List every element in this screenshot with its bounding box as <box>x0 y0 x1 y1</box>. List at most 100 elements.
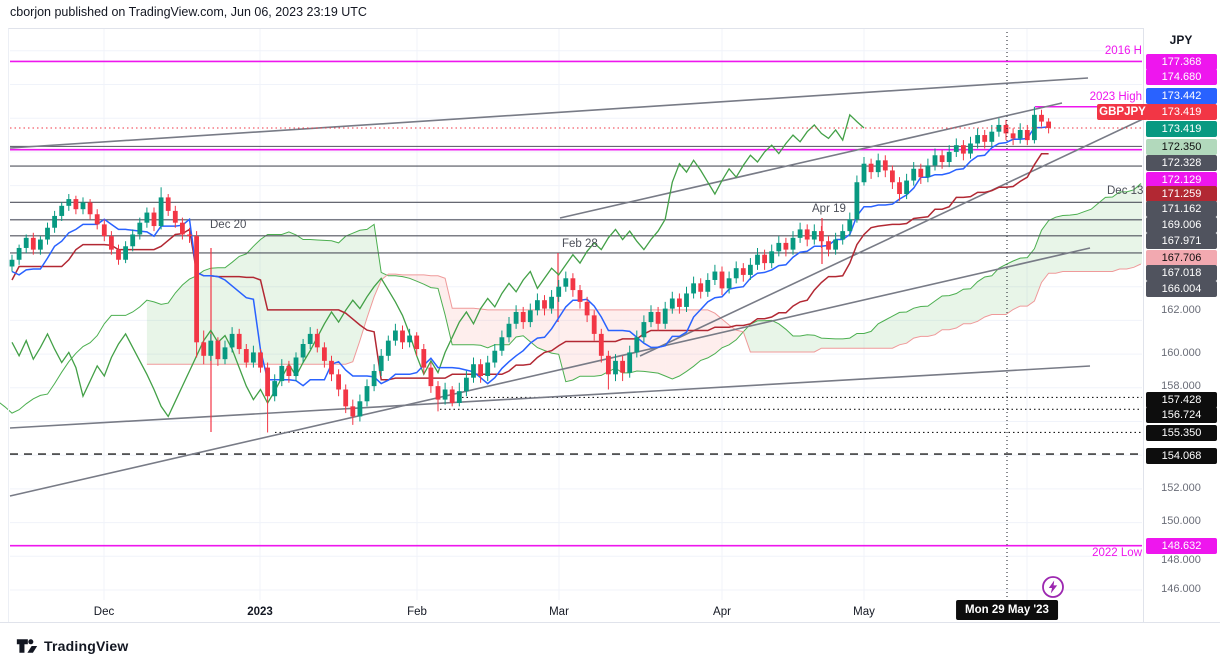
candle-body <box>840 231 846 240</box>
candle-body <box>251 352 256 363</box>
candle-body <box>868 163 874 173</box>
ichimoku-cloud <box>331 240 339 365</box>
price-badge: 167.018 <box>1146 265 1217 281</box>
candle-body <box>208 340 214 356</box>
ichimoku-cloud <box>700 309 708 361</box>
candle-body <box>833 239 838 250</box>
candle-body <box>137 222 143 235</box>
candle-body <box>1046 121 1051 128</box>
price-tick-label: 148.000 <box>1161 554 1201 566</box>
candle-body <box>797 229 803 238</box>
price-badge: 156.724 <box>1146 407 1217 423</box>
ichimoku-cloud <box>998 264 1006 315</box>
candle-body <box>414 335 420 350</box>
ichimoku-cloud <box>452 308 460 345</box>
ichimoku-cloud <box>182 279 190 365</box>
candle-body <box>336 374 341 390</box>
candle-body <box>236 333 242 350</box>
candle-body <box>790 237 796 250</box>
candle-body <box>606 355 611 375</box>
ichimoku-cloud <box>565 309 573 382</box>
candle-body <box>385 340 391 356</box>
events-button[interactable] <box>1041 575 1065 599</box>
candle-body <box>87 202 93 215</box>
candle-body <box>982 135 988 142</box>
publish-attribution: cborjon published on TradingView.com, Ju… <box>10 5 367 19</box>
price-tick-label: 158.000 <box>1161 380 1201 392</box>
candle-body <box>435 386 441 400</box>
ichimoku-cloud <box>480 309 488 348</box>
candle-body <box>378 355 384 371</box>
ichimoku-cloud <box>821 338 829 349</box>
candle-body <box>66 199 72 206</box>
ichimoku-cloud <box>246 246 254 365</box>
ichimoku-cloud <box>1027 248 1035 307</box>
senkou-a-line <box>0 183 1142 414</box>
candle-body <box>733 268 739 279</box>
candle-body <box>116 249 121 260</box>
candle-body <box>648 311 654 323</box>
price-badge: 173.419 <box>1146 121 1217 137</box>
ichimoku-cloud <box>146 300 154 365</box>
ichimoku-cloud <box>487 309 495 348</box>
annotation-label: 2016 H <box>1104 45 1142 57</box>
ichimoku-cloud <box>856 333 864 349</box>
candle-body <box>471 364 476 378</box>
ichimoku-cloud <box>367 224 375 318</box>
ichimoku-cloud <box>878 319 886 349</box>
ichimoku-cloud <box>835 338 843 349</box>
senkou-b-line <box>146 263 1142 365</box>
price-badge: 174.680 <box>1146 69 1217 85</box>
ichimoku-cloud <box>1034 230 1042 302</box>
candle-body <box>620 360 625 373</box>
ichimoku-cloud <box>303 239 311 365</box>
time-tick-label: May <box>853 606 875 618</box>
ichimoku-cloud <box>161 303 169 365</box>
time-tick-label: 2023 <box>247 606 273 618</box>
candle-body <box>201 342 207 356</box>
price-badge: 167.706 <box>1146 250 1217 266</box>
ichimoku-cloud <box>445 278 453 345</box>
candle-body <box>215 340 221 360</box>
ichimoku-cloud <box>1140 183 1142 264</box>
ichimoku-cloud <box>338 236 346 365</box>
ichimoku-cloud <box>310 239 318 365</box>
candle-body <box>882 160 888 171</box>
candle-body <box>890 170 895 183</box>
price-badge: 157.428 <box>1146 392 1217 408</box>
candle-body <box>748 264 753 275</box>
candle-body <box>939 155 945 163</box>
price-badge: 167.971 <box>1146 233 1217 249</box>
ichimoku-cloud <box>743 324 751 353</box>
candle-body <box>925 165 931 178</box>
candle-body <box>314 333 320 348</box>
price-badge: 154.068 <box>1146 448 1217 464</box>
ichimoku-cloud <box>260 234 268 365</box>
ichimoku-cloud <box>1091 203 1099 272</box>
ichimoku-cloud <box>494 309 502 345</box>
candle-body <box>776 242 782 252</box>
candle-body <box>904 180 909 195</box>
annotation-label: Apr 19 <box>812 203 846 215</box>
tradingview-watermark[interactable]: TradingView <box>16 636 128 656</box>
ichimoku-cloud <box>175 285 183 365</box>
candle-body <box>407 335 412 343</box>
candle-body <box>719 271 725 289</box>
candle-body <box>456 391 462 403</box>
ichimoku-cloud <box>345 233 353 365</box>
price-badge: 172.129 <box>1146 172 1217 188</box>
chikou-line <box>11 113 865 418</box>
candle-body <box>953 145 959 152</box>
ichimoku-cloud <box>771 320 779 353</box>
candle-body <box>783 242 789 250</box>
candle-body <box>144 212 150 223</box>
ichimoku-cloud <box>558 309 566 382</box>
ichimoku-cloud <box>438 275 446 315</box>
time-axis-divider <box>0 622 1220 623</box>
trend-line <box>9 365 1091 429</box>
ichimoku-cloud <box>324 240 332 365</box>
candle-body <box>520 311 526 323</box>
price-badge: 172.328 <box>1146 155 1217 171</box>
candle-body <box>556 286 562 297</box>
